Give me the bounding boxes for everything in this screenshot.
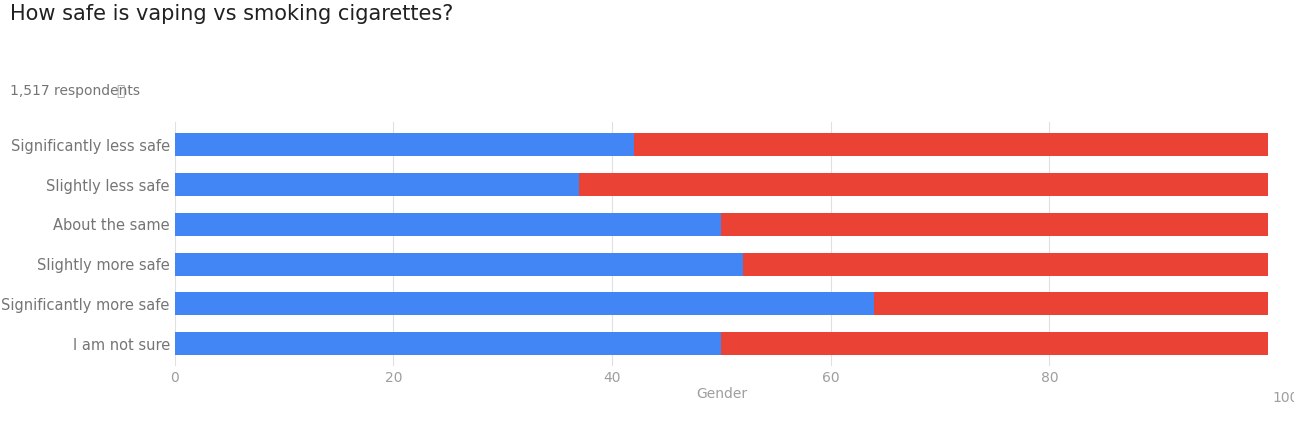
Bar <box>722 213 1268 236</box>
Bar <box>875 292 1268 315</box>
Bar <box>580 173 1268 196</box>
Bar <box>743 253 1268 276</box>
Bar <box>634 133 1268 156</box>
Bar <box>175 332 722 355</box>
Text: How safe is vaping vs smoking cigarettes?: How safe is vaping vs smoking cigarettes… <box>10 4 454 24</box>
Bar <box>722 332 1268 355</box>
Bar <box>175 292 875 315</box>
Text: 100%: 100% <box>1272 391 1294 405</box>
Bar <box>175 213 722 236</box>
X-axis label: Gender: Gender <box>696 386 747 400</box>
Bar <box>175 173 580 196</box>
Text: 1,517 respondents: 1,517 respondents <box>10 84 140 98</box>
Text: ⓘ: ⓘ <box>116 84 124 98</box>
Bar <box>175 253 743 276</box>
Bar <box>175 133 634 156</box>
